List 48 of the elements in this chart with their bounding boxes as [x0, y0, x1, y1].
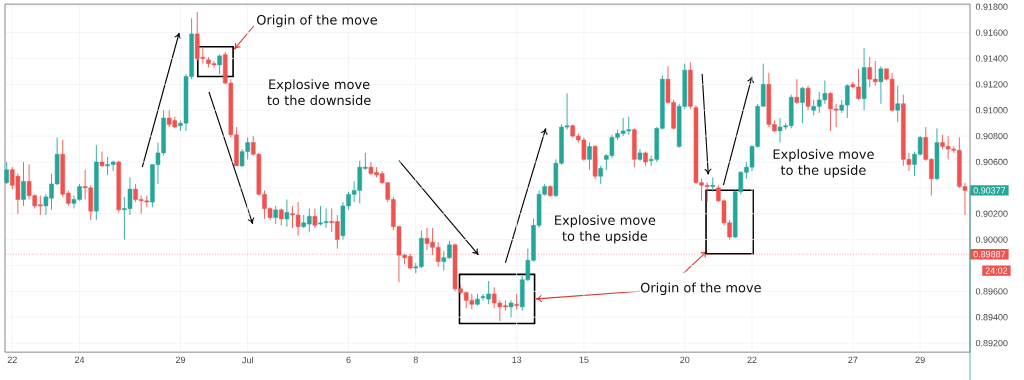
y-tick-label: 0.90800: [975, 132, 1008, 140]
y-tick-label: 0.90600: [975, 158, 1008, 166]
y-tick-label: 0.89600: [975, 288, 1008, 295]
x-tick-label: 8: [413, 356, 418, 364]
candlestick: [284, 199, 290, 228]
candlestick: [514, 293, 519, 310]
y-tick-label: 0.89200: [975, 339, 1008, 347]
candlestick: [598, 165, 603, 185]
x-tick-label: 6: [346, 356, 351, 364]
candlestick: [800, 86, 805, 124]
x-tick-label: 22: [747, 356, 757, 363]
y-tick-label: 0.91600: [975, 29, 1008, 36]
candlestick: [710, 177, 716, 193]
candlestick: [587, 142, 592, 171]
x-tick-label: 29: [915, 356, 925, 364]
x-tick-label: 27: [848, 356, 858, 363]
annotation: Explosive move to the upside: [773, 149, 874, 178]
candlestick: [794, 78, 800, 105]
x-tick-label: 15: [579, 356, 589, 363]
ref-line-label: 0.89887: [973, 251, 1006, 258]
candlestick: [508, 299, 514, 318]
y-tick-label: 0.91000: [975, 107, 1008, 114]
x-tick-label: 20: [680, 356, 690, 364]
x-tick-label: 13: [512, 356, 522, 364]
candlestick: [312, 208, 318, 229]
annotation: Origin of the move: [257, 14, 377, 28]
text: 0.90377: [973, 187, 1006, 194]
x-tick-label: 22: [7, 356, 17, 363]
y-tick-label: 0.89400: [975, 314, 1008, 321]
candlestick: [21, 161, 26, 207]
candlestick: [273, 205, 278, 225]
x-tick-label: 29: [175, 356, 185, 364]
y-tick-label: 0.90200: [975, 210, 1008, 217]
candlestick: [895, 85, 900, 123]
y-tick-label: 0.91200: [975, 81, 1008, 88]
annotation: Explosive move to the downside: [267, 79, 371, 106]
candlestick: [878, 65, 884, 105]
annotation: Origin of the move: [640, 282, 761, 296]
candlestick: [4, 161, 9, 185]
y-tick-label: 0.90000: [975, 236, 1008, 243]
candlestick: [99, 151, 105, 168]
x-tick-label: Jul: [242, 356, 253, 364]
annotation: Explosive move to the upside: [555, 215, 656, 244]
y-tick-label: 0.91400: [975, 55, 1008, 62]
y-tick-label: 0.91800: [975, 3, 1008, 10]
candlestick: [805, 85, 811, 111]
x-tick-label: 24: [75, 356, 85, 363]
text: 24:02: [985, 267, 1008, 274]
